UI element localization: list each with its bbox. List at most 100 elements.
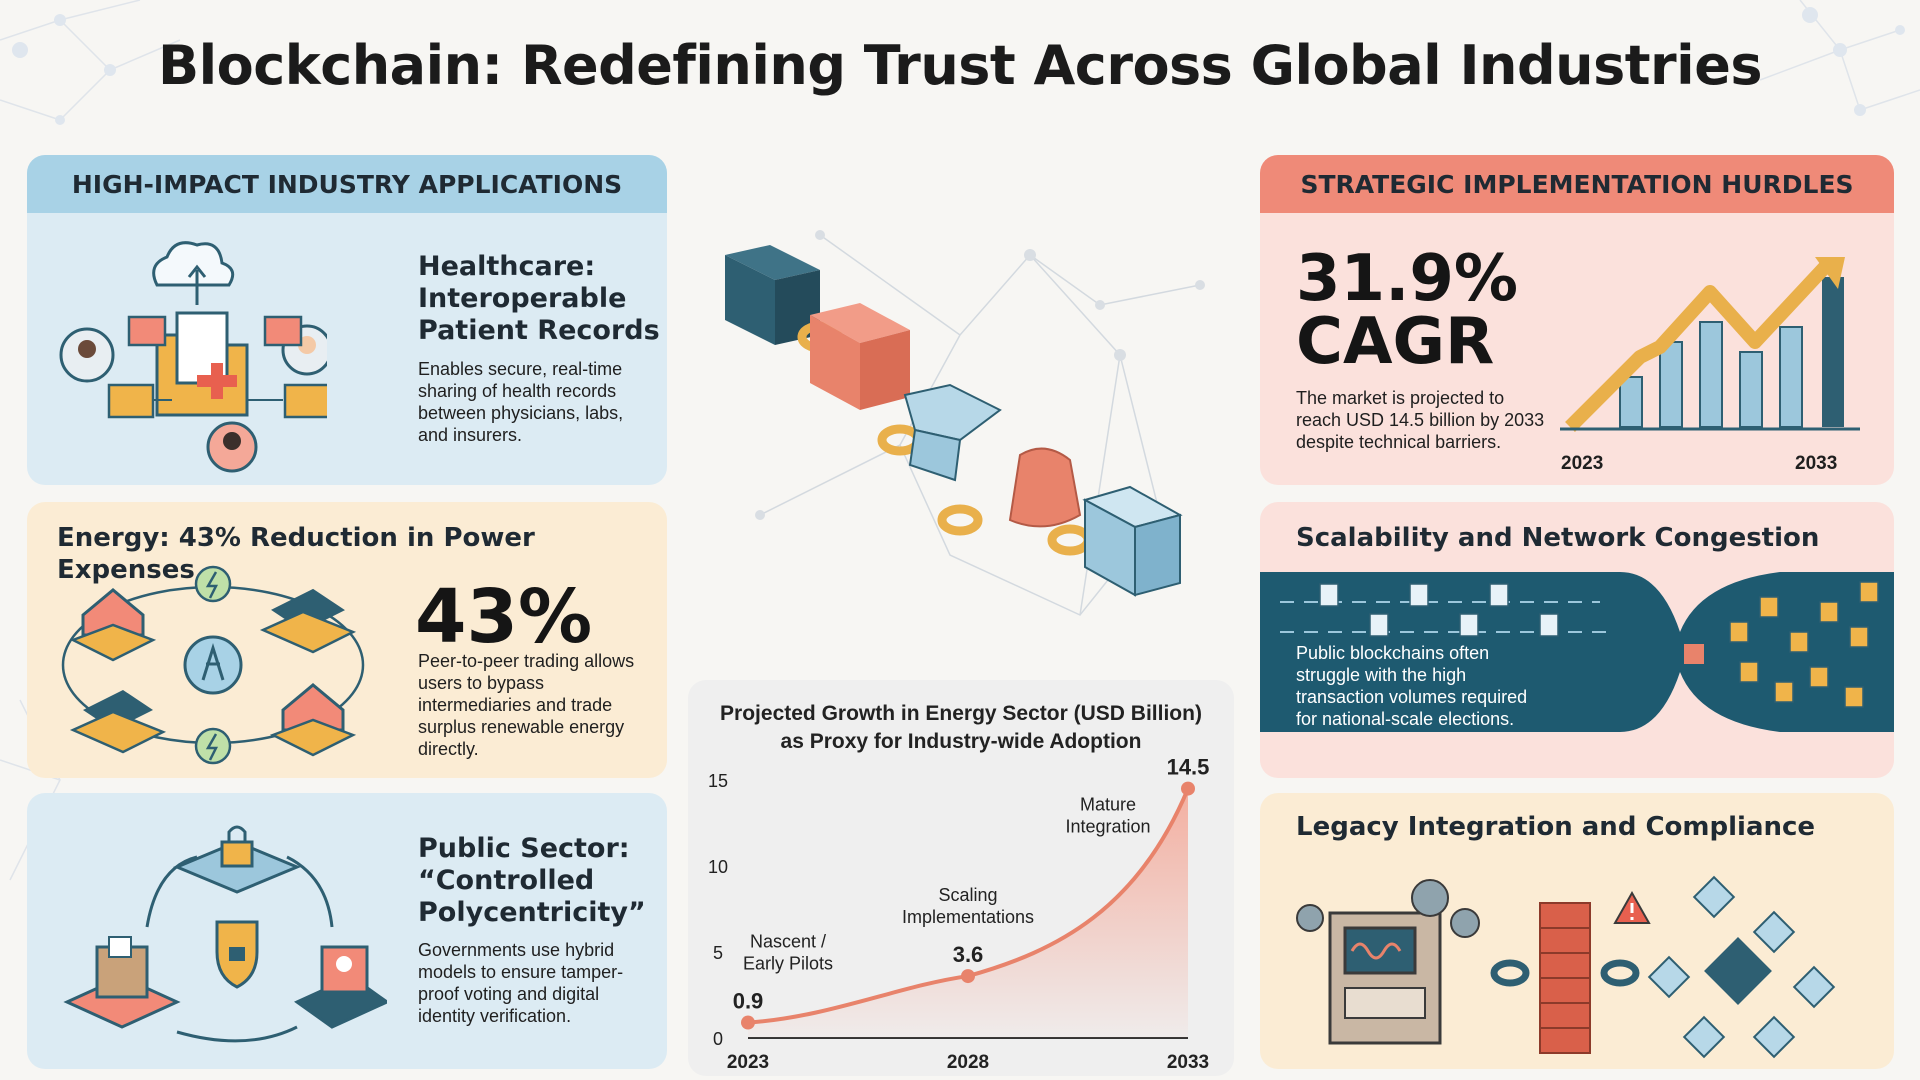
x-tick-label: 2023	[727, 1052, 769, 1073]
solar-panel-icon	[69, 690, 167, 754]
energy-stat: 43%	[415, 574, 593, 660]
healthcare-panel: HIGH-IMPACT INDUSTRY APPLICATIONS Health…	[27, 155, 667, 485]
public-title-line: Public Sector:	[418, 833, 630, 864]
data-point-label: 0.9	[733, 989, 764, 1014]
chain-block-broken-blue	[903, 383, 1002, 482]
chain-block-coral	[810, 303, 910, 410]
bottleneck-icon	[1684, 644, 1704, 664]
public-body-line: identity verification.	[418, 1006, 572, 1026]
chart-annotation-line: Scaling	[938, 885, 997, 905]
chart-annotation-line: Integration	[1065, 817, 1150, 837]
network-congestion-illustration	[1260, 572, 1894, 732]
doctor-avatar-icon	[59, 327, 115, 383]
cagr-body-line: The market is projected to	[1296, 388, 1505, 408]
data-point-label: 3.6	[953, 942, 984, 967]
scalability-body-line: struggle with the high	[1296, 665, 1467, 685]
energy-body-line: surplus renewable energy	[418, 717, 625, 737]
cagr-year-start: 2023	[1561, 453, 1604, 474]
broken-chain-icon	[1490, 959, 1640, 987]
public-title-line: “Controlled	[418, 865, 595, 896]
shield-lock-icon	[215, 920, 259, 989]
data-point	[741, 1015, 755, 1030]
public-body-line: proof voting and digital	[418, 984, 600, 1004]
gear-icon	[1296, 879, 1480, 938]
chart-annotation-line: Mature	[1080, 795, 1136, 815]
y-tick-label: 10	[708, 857, 728, 877]
page-title: Blockchain: Redefining Trust Across Glob…	[158, 34, 1762, 97]
public-body-line: models to ensure tamper-	[418, 962, 624, 982]
energy-body-line: users to bypass	[418, 673, 545, 693]
cagr-growth-chart-illustration	[1560, 257, 1860, 432]
healthcare-title-line: Healthcare:	[418, 251, 596, 282]
energy-grid-illustration	[61, 565, 365, 765]
healthcare-body-line: sharing of health records	[418, 381, 617, 401]
cagr-year-end: 2033	[1795, 453, 1838, 474]
transaction-icon	[1319, 583, 1559, 637]
healthcare-body-line: Enables secure, real-time	[418, 359, 623, 379]
scalability-title: Scalability and Network Congestion	[1296, 523, 1820, 553]
applications-header: HIGH-IMPACT INDUSTRY APPLICATIONS	[27, 155, 667, 213]
legacy-panel: Legacy Integration and Compliance	[1260, 793, 1894, 1069]
house-icon	[269, 683, 357, 757]
public-sector-illustration	[63, 825, 387, 1043]
healthcare-body-line: and insurers.	[418, 425, 523, 445]
healthcare-title-line: Interoperable	[418, 283, 627, 314]
lock-icon	[173, 825, 301, 894]
record-folder-icon	[127, 315, 167, 347]
chain-block-light-blue	[1082, 485, 1183, 597]
healthcare-illustration	[59, 241, 327, 473]
scalability-body-line: Public blockchains often	[1296, 643, 1490, 663]
energy-body-line: Peer-to-peer trading allows	[418, 651, 635, 671]
chart-annotation-line: Nascent /	[750, 932, 826, 952]
energy-panel: Energy: 43% Reduction in Power Expenses …	[27, 502, 667, 778]
medical-cross-icon	[283, 383, 327, 419]
arrow-up-icon	[1815, 257, 1845, 289]
y-tick-label: 15	[708, 771, 728, 791]
cagr-stat-label: CAGR	[1296, 305, 1495, 379]
energy-body-line: directly.	[418, 739, 479, 759]
y-tick-label: 0	[713, 1029, 723, 1049]
folder-icon	[155, 311, 249, 417]
lightning-icon	[194, 727, 232, 765]
chart-title: Projected Growth in Energy Sector (USD B…	[720, 702, 1202, 725]
growth-chart-panel: Projected Growth in Energy Sector (USD B…	[688, 680, 1234, 1076]
data-point	[1181, 781, 1195, 796]
public-body-line: Governments use hybrid	[418, 940, 615, 960]
queued-transaction-icon	[1729, 581, 1879, 708]
person-avatar-icon	[206, 421, 258, 473]
scalability-body-line: for national-scale elections.	[1296, 709, 1515, 729]
blockchain-network-icon	[1647, 875, 1836, 1059]
x-tick-label: 2028	[947, 1052, 989, 1073]
chain-block-coral-rounded	[1008, 447, 1082, 528]
caduceus-folder-icon	[263, 315, 303, 347]
scalability-body-line: transaction volumes required	[1296, 687, 1528, 707]
public-sector-panel: Public Sector: “Controlled Polycentricit…	[27, 793, 667, 1069]
energy-title: Energy: 43% Reduction in Power Expenses	[57, 523, 535, 585]
lab-flask-icon	[107, 383, 155, 419]
warning-icon	[1613, 890, 1651, 924]
cagr-body-line: despite technical barriers.	[1296, 432, 1502, 452]
growth-line-chart: Projected Growth in Energy Sector (USD B…	[708, 702, 1209, 1073]
cagr-body-line: reach USD 14.5 billion by 2033	[1296, 410, 1545, 430]
legacy-integration-illustration	[1296, 875, 1836, 1059]
healthcare-body-line: between physicians, labs,	[418, 403, 624, 423]
public-title-line: Polycentricity”	[418, 897, 646, 928]
ballot-box-icon	[63, 936, 181, 1029]
chart-annotation-line: Implementations	[902, 907, 1034, 927]
transmission-tower-icon	[183, 635, 243, 695]
chart-annotation-line: Early Pilots	[743, 954, 833, 974]
x-tick-label: 2033	[1167, 1052, 1209, 1073]
chart-area-fill	[748, 788, 1188, 1038]
data-point	[961, 969, 975, 984]
scalability-panel: Scalability and Network Congestion Publi…	[1260, 502, 1894, 778]
energy-body-line: intermediaries and trade	[418, 695, 613, 715]
legacy-title: Legacy Integration and Compliance	[1296, 812, 1816, 842]
cagr-stat: 31.9%	[1296, 242, 1519, 316]
chart-subtitle: as Proxy for Industry-wide Adoption	[781, 730, 1142, 753]
house-icon	[69, 588, 157, 662]
cloud-icon	[152, 241, 235, 287]
brick-wall-icon	[1539, 902, 1591, 1054]
solar-panel-icon	[259, 588, 357, 654]
lightning-icon	[194, 565, 232, 603]
